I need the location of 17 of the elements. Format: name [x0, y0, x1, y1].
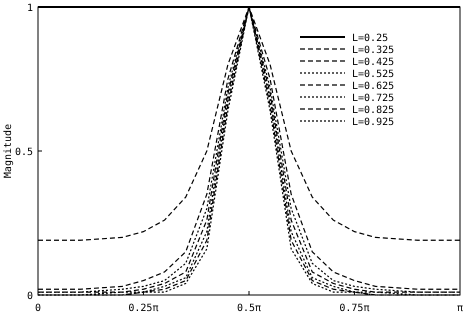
legend-label: L=0.525 — [352, 69, 394, 80]
legend-label: L=0.725 — [352, 93, 394, 104]
legend-label: L=0.25 — [352, 33, 388, 44]
legend-label: L=0.625 — [352, 81, 394, 92]
legend-label: L=0.925 — [352, 117, 394, 128]
legend-label: L=0.425 — [352, 57, 394, 68]
x-tick-label: π — [456, 303, 464, 314]
x-tick-label: 0.5π — [236, 303, 262, 314]
y-tick-label: 1 — [26, 3, 33, 14]
x-tick-label: 0.75π — [339, 303, 370, 314]
x-tick-label: 0 — [34, 303, 42, 314]
y-tick-label: 0.5 — [14, 147, 33, 158]
legend-label: L=0.825 — [352, 105, 394, 116]
x-tick-label: 0.25π — [128, 303, 158, 314]
y-axis-title: Magnitude — [3, 124, 14, 178]
legend-label: L=0.325 — [352, 45, 394, 56]
y-tick-label: 0 — [26, 291, 33, 302]
